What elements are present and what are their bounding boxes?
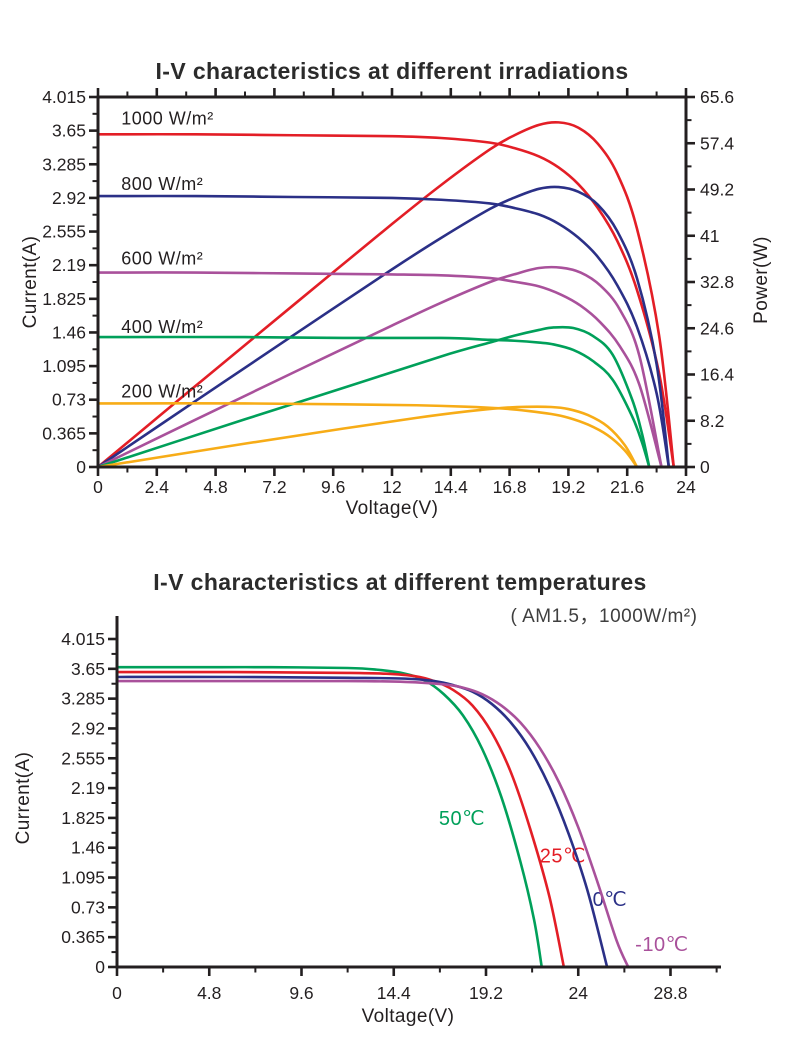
y-tick-label-1-0.365: 0.365: [61, 927, 105, 947]
series-label-800-W-m: 800 W/m²: [121, 174, 203, 194]
x-tick-label-0-14.4: 14.4: [434, 477, 468, 497]
x-tick-label-1-0: 0: [112, 983, 122, 1003]
series-label-600-W-m: 600 W/m²: [121, 249, 203, 269]
chart2-x-axis-label: Voltage(V): [361, 1006, 455, 1027]
y-tick-label-0-2.19: 2.19: [52, 255, 86, 275]
x-tick-label-0-0: 0: [93, 477, 103, 497]
x-tick-label-1-28.8: 28.8: [653, 983, 687, 1003]
iv-curve-10: [115, 679, 630, 969]
x-tick-label-0-4.8: 4.8: [203, 477, 227, 497]
y-tick-label-1-3.65: 3.65: [71, 659, 105, 679]
chart2-temperatures-plot: 50℃25℃0℃-10℃0 4.8 9.6 14.4 19.2 24 28.800.3650…: [61, 616, 721, 1003]
chart1-title: I-V characteristics at different irradia…: [155, 58, 629, 84]
chart1-irradiations-plot: 1000 W/m² 800 W/m² 600 W/m² 400 W/m² 200 W/m…: [42, 87, 734, 497]
power-tick-label-8.2: 8.2: [700, 411, 724, 431]
x-tick-label-0-24: 24: [676, 477, 696, 497]
power-curve-800-W-m: [96, 185, 671, 469]
y-tick-label-1-2.92: 2.92: [71, 718, 105, 738]
power-tick-label-16.4: 16.4: [700, 365, 734, 385]
power-tick-label-65.6: 65.6: [700, 87, 734, 107]
y-tick-label-0-1.825: 1.825: [42, 289, 86, 309]
x-tick-label-1-9.6: 9.6: [289, 983, 313, 1003]
x-tick-label-1-14.4: 14.4: [377, 983, 411, 1003]
series-label-400-W-m: 400 W/m²: [121, 317, 203, 337]
chart1-y-right-axis-label: Power(W): [751, 236, 772, 324]
series-label-10: -10℃: [635, 934, 688, 956]
iv-curve-25: [115, 670, 566, 969]
power-curve-600-W-m: [96, 265, 663, 469]
chart2-y-axis-label: Current(A): [13, 751, 34, 845]
x-tick-label-0-7.2: 7.2: [262, 477, 286, 497]
series-label-200-W-m: 200 W/m²: [121, 381, 203, 401]
series-label-1000-W-m: 1000 W/m²: [121, 109, 214, 129]
power-tick-label-57.4: 57.4: [700, 133, 734, 153]
power-curve-400-W-m: [96, 325, 651, 469]
x-tick-label-1-4.8: 4.8: [197, 983, 221, 1003]
x-tick-label-0-2.4: 2.4: [145, 477, 170, 497]
y-tick-label-0-0: 0: [76, 457, 86, 477]
y-tick-label-1-0: 0: [95, 957, 105, 977]
x-tick-label-0-9.6: 9.6: [321, 477, 345, 497]
y-tick-label-0-1.46: 1.46: [52, 322, 86, 342]
y-tick-label-1-3.285: 3.285: [61, 689, 105, 709]
y-tick-label-0-1.095: 1.095: [42, 356, 86, 376]
x-tick-label-0-16.8: 16.8: [493, 477, 527, 497]
chart1-x-axis-label: Voltage(V): [345, 498, 439, 519]
y-tick-label-0-0.365: 0.365: [42, 423, 86, 443]
y-tick-label-0-0.73: 0.73: [52, 390, 86, 410]
power-curve-1000-W-m: [96, 120, 676, 469]
y-tick-label-1-2.19: 2.19: [71, 778, 105, 798]
x-tick-label-0-19.2: 19.2: [551, 477, 585, 497]
chart2-subtitle: ( AM1.5，1000W/m²): [510, 606, 698, 627]
y-tick-label-1-1.095: 1.095: [61, 868, 105, 888]
x-tick-label-1-19.2: 19.2: [469, 983, 503, 1003]
power-tick-label-24.6: 24.6: [700, 318, 734, 338]
chart2-title: I-V characteristics at different tempera…: [153, 569, 647, 595]
power-tick-label-32.8: 32.8: [700, 272, 734, 292]
power-curve-200-W-m: [96, 405, 639, 469]
y-tick-label-0-3.285: 3.285: [42, 154, 86, 174]
iv-curve-800-W-m: [96, 194, 671, 469]
y-tick-label-1-2.555: 2.555: [61, 748, 105, 768]
iv-curve-600-W-m: [96, 271, 663, 469]
power-tick-label-41: 41: [700, 226, 719, 246]
y-tick-label-1-1.825: 1.825: [61, 808, 105, 828]
y-tick-label-0-2.555: 2.555: [42, 222, 86, 242]
series-label-0: 0℃: [593, 889, 628, 911]
y-tick-label-0-2.92: 2.92: [52, 188, 86, 208]
iv-curve-0: [115, 675, 609, 969]
power-tick-label-49.2: 49.2: [700, 180, 734, 200]
series-label-50: 50℃: [439, 808, 485, 830]
y-tick-label-0-3.65: 3.65: [52, 121, 86, 141]
y-tick-label-1-1.46: 1.46: [71, 838, 105, 858]
chart1-y-left-axis-label: Current(A): [20, 235, 41, 329]
x-tick-label-0-12: 12: [382, 477, 401, 497]
power-tick-label-0: 0: [700, 457, 710, 477]
iv-curve-200-W-m: [96, 402, 639, 469]
y-tick-label-1-4.015: 4.015: [61, 629, 105, 649]
x-tick-label-1-24: 24: [569, 983, 589, 1003]
x-tick-label-0-21.6: 21.6: [610, 477, 644, 497]
iv-curve-400-W-m: [96, 335, 651, 469]
y-tick-label-1-0.73: 0.73: [71, 897, 105, 917]
iv-curve-1000-W-m: [96, 132, 676, 469]
y-tick-label-0-4.015: 4.015: [42, 87, 86, 107]
